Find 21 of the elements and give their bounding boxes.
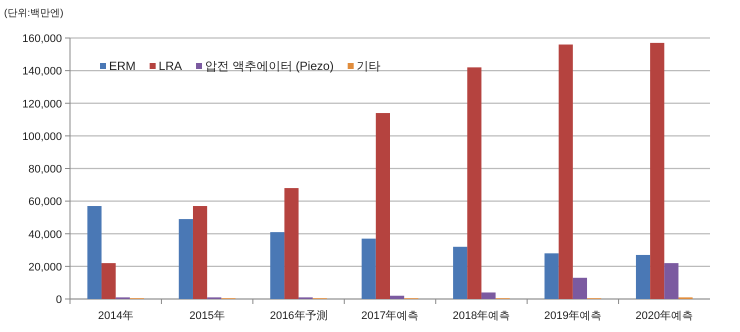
y-tick-label: 80,000 — [28, 164, 62, 176]
y-tick-label: 40,000 — [28, 228, 62, 241]
legend-label: 압전 액추에이터 (Piezo) — [205, 59, 334, 73]
x-tick-label: 2016年予測 — [270, 310, 328, 322]
x-tick-label: 2014年 — [98, 310, 134, 322]
y-tick-label: 140,000 — [22, 66, 62, 78]
y-axis-title: (단위:백만엔) — [4, 8, 64, 19]
x-tick-label: 2015年 — [189, 310, 225, 322]
y-tick-label: 100,000 — [22, 130, 62, 143]
y-tick-label: 120,000 — [22, 98, 62, 110]
x-tick-label: 2017年예측 — [361, 310, 419, 322]
x-tick-label: 2018年예측 — [452, 310, 510, 322]
y-tick-label: 0 — [56, 294, 62, 306]
y-tick-label: 160,000 — [22, 33, 62, 45]
y-tick-label: 60,000 — [28, 196, 62, 208]
legend-label: ERM — [109, 59, 136, 73]
legend-label: 기타 — [356, 59, 381, 73]
y-tick-label: 20,000 — [28, 261, 62, 274]
x-tick-label: 2020年예측 — [636, 310, 694, 322]
legend-label: LRA — [158, 59, 182, 73]
x-tick-label: 2019年예측 — [544, 310, 602, 322]
